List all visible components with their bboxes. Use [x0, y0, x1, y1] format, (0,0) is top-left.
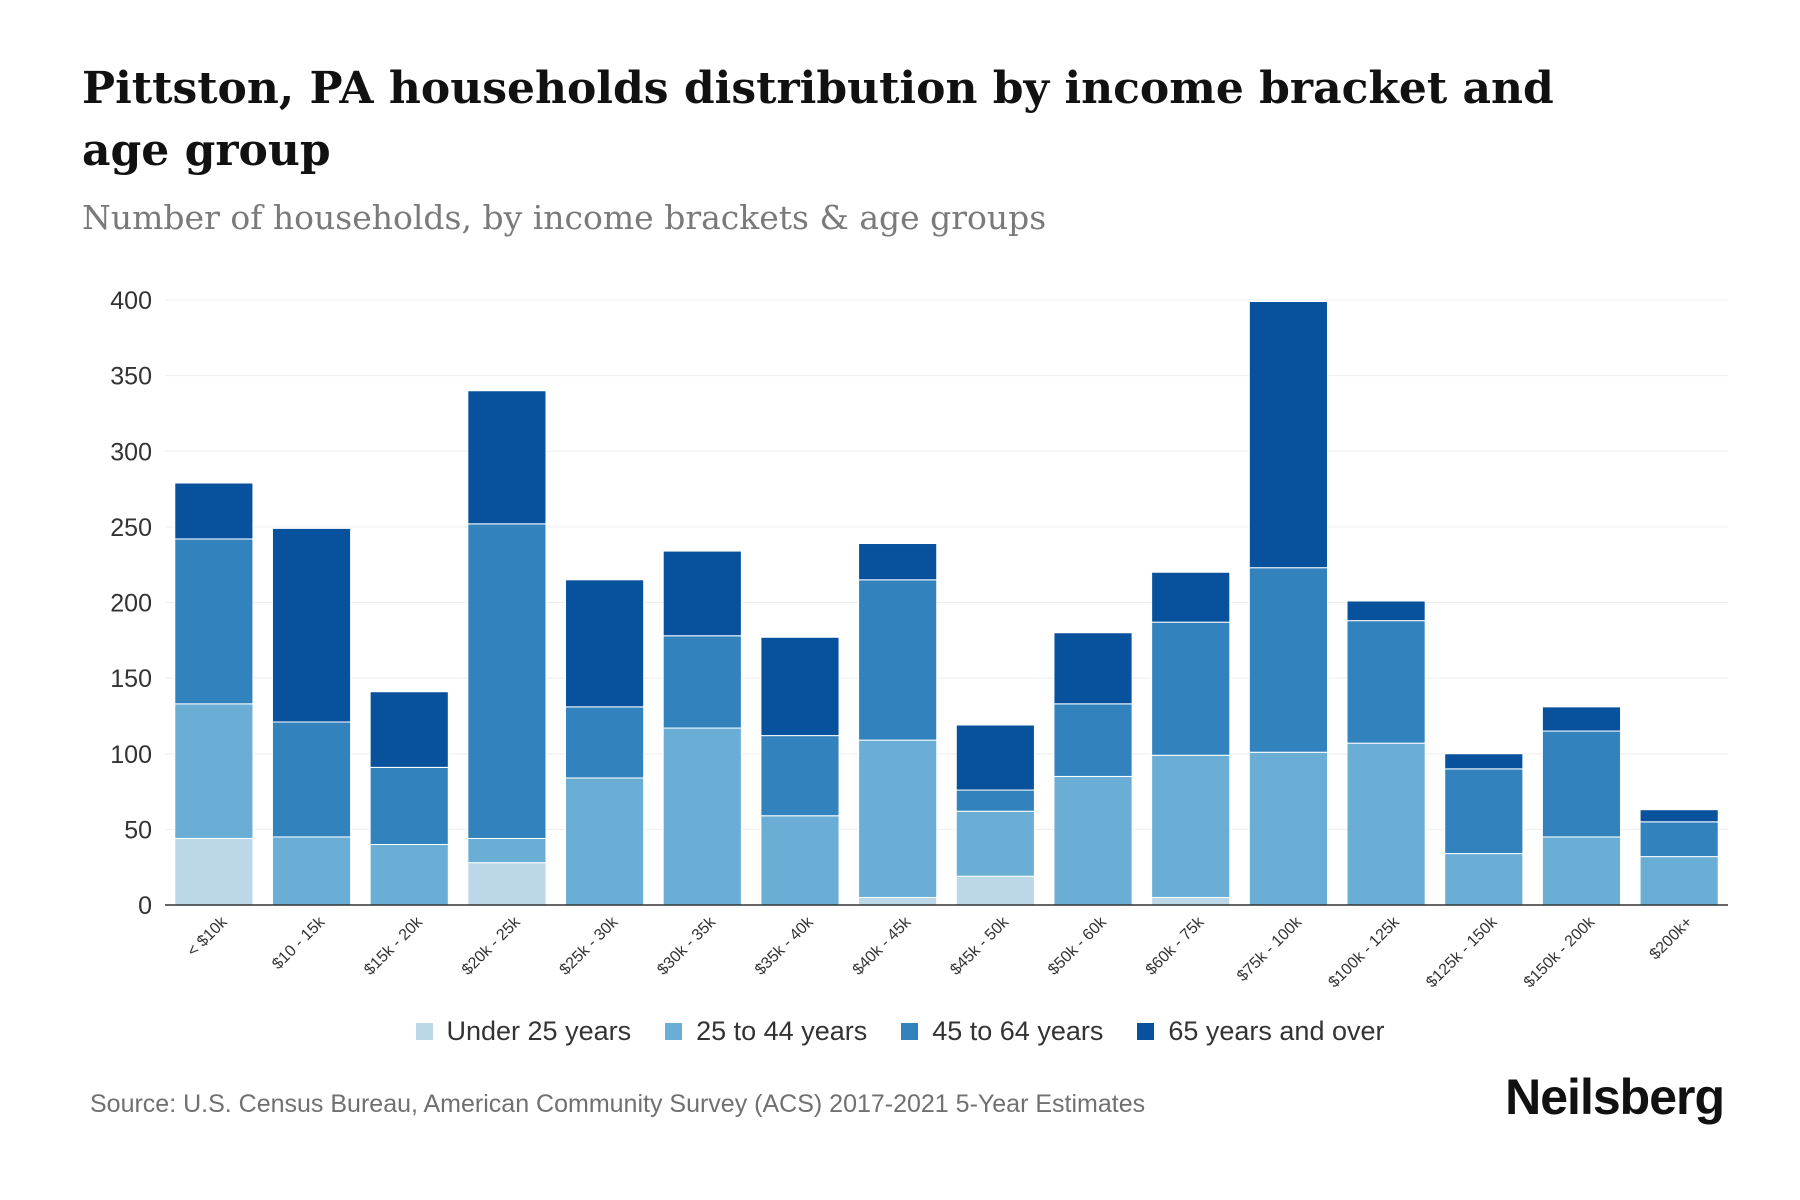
y-tick-label-350: 350 — [110, 363, 152, 391]
legend-swatch-25-44 — [665, 1023, 683, 1040]
bar-segment-45-64-8 — [955, 789, 1035, 812]
bar-segment-45-64-13 — [1444, 768, 1524, 855]
bar-segment-under-25-3 — [467, 862, 547, 906]
bar-segment-65-over-3 — [467, 390, 547, 525]
x-tick-label-5: $30k - 35k — [654, 913, 720, 979]
y-tick-label-300: 300 — [110, 438, 152, 466]
bar-segment-65-over-13 — [1444, 753, 1524, 770]
legend-item-45-64: 45 to 64 years — [901, 1016, 1103, 1047]
bar-segment-45-64-12 — [1346, 620, 1426, 744]
x-tick-label-8: $45k - 50k — [947, 913, 1013, 979]
y-tick-label-200: 200 — [110, 590, 152, 618]
y-tick-label-150: 150 — [110, 665, 152, 693]
bar-segment-45-64-3 — [467, 523, 547, 839]
legend-swatch-45-64 — [901, 1023, 919, 1040]
legend-item-65-over: 65 years and over — [1137, 1016, 1385, 1047]
y-tick-label-400: 400 — [110, 287, 152, 315]
bar-segment-under-25-7 — [858, 896, 938, 906]
x-tick-label-11: $75k - 100k — [1234, 913, 1306, 985]
x-tick-label-7: $40k - 45k — [850, 913, 916, 979]
bar-segment-25-44-13 — [1444, 853, 1524, 906]
bar-segment-25-44-0 — [174, 703, 254, 839]
legend-label-45-64: 45 to 64 years — [932, 1016, 1104, 1046]
bars — [174, 301, 1719, 906]
bar-segment-45-64-14 — [1541, 730, 1622, 838]
legend-label-25-44: 25 to 44 years — [696, 1016, 868, 1046]
source-note: Source: U.S. Census Bureau, American Com… — [90, 1090, 1146, 1118]
bar-segment-25-44-12 — [1346, 742, 1426, 906]
bar-segment-65-over-15 — [1639, 809, 1719, 823]
bar-segment-45-64-10 — [1151, 621, 1231, 756]
x-tick-label-9: $50k - 60k — [1045, 913, 1111, 979]
bar-segment-65-over-4 — [565, 579, 645, 708]
bar-segment-65-over-14 — [1541, 706, 1622, 732]
y-tick-label-250: 250 — [110, 514, 152, 542]
x-tick-label-14: $150k - 200k — [1521, 913, 1599, 991]
bar-segment-25-44-8 — [955, 810, 1035, 877]
bar-segment-45-64-4 — [565, 706, 645, 779]
x-axis-ticks: < $10k $10 - 15k $15k - 20k $20k - 25k $25k … — [184, 913, 1696, 991]
bar-segment-25-44-4 — [565, 777, 645, 906]
x-tick-label-6: $35k - 40k — [752, 913, 818, 979]
bar-segment-45-64-5 — [662, 635, 742, 729]
legend-item-under-25: Under 25 years — [415, 1016, 632, 1047]
bar-segment-25-44-2 — [369, 844, 449, 906]
bar-segment-25-44-15 — [1639, 856, 1719, 906]
bar-segment-65-over-6 — [760, 636, 840, 737]
bar-segment-65-over-8 — [955, 724, 1035, 791]
bar-segment-65-over-1 — [271, 527, 352, 723]
bar-segment-45-64-15 — [1639, 821, 1719, 858]
bar-segment-25-44-5 — [662, 727, 742, 906]
bar-segment-25-44-3 — [467, 837, 547, 864]
bar-segment-65-over-0 — [174, 482, 254, 540]
bar-segment-25-44-11 — [1248, 751, 1328, 906]
x-tick-label-15: $200k+ — [1647, 914, 1696, 963]
bar-segment-25-44-9 — [1053, 775, 1133, 906]
bar-segment-45-64-9 — [1053, 703, 1133, 777]
legend-swatch-65-over — [1137, 1023, 1155, 1040]
legend: Under 25 years 25 to 44 years 45 to 64 y… — [0, 1016, 1800, 1047]
legend-item-25-44: 25 to 44 years — [665, 1016, 867, 1047]
y-tick-label-100: 100 — [110, 741, 152, 769]
bar-segment-45-64-11 — [1248, 567, 1328, 753]
bar-segment-65-over-10 — [1151, 571, 1231, 623]
bar-segment-65-over-11 — [1248, 301, 1328, 569]
y-tick-label-0: 0 — [138, 892, 152, 920]
bar-segment-45-64-6 — [760, 735, 840, 817]
bar-segment-under-25-0 — [174, 837, 254, 906]
chart-title: Pittston, PA households distribution by … — [82, 63, 1554, 176]
x-tick-label-2: $15k - 20k — [361, 913, 427, 979]
bar-segment-45-64-7 — [858, 579, 938, 741]
bar-segment-45-64-2 — [369, 766, 449, 845]
stacked-bar-chart: 0 50 100 150 200 250 300 350 400 < $10k $10 - 15k… — [110, 287, 1728, 991]
bar-segment-65-over-2 — [369, 691, 449, 768]
legend-label-under-25: Under 25 years — [446, 1016, 632, 1046]
y-axis-ticks: 0 50 100 150 200 250 300 350 400 — [110, 287, 152, 920]
bar-segment-45-64-0 — [174, 538, 254, 705]
bar-segment-25-44-10 — [1151, 754, 1231, 898]
bar-segment-65-over-7 — [858, 543, 938, 581]
y-tick-label-50: 50 — [124, 816, 152, 844]
bar-segment-25-44-6 — [760, 815, 840, 906]
chart-subtitle: Number of households, by income brackets… — [82, 198, 1047, 237]
x-tick-label-13: $125k - 150k — [1423, 913, 1501, 991]
x-tick-label-10: $60k - 75k — [1143, 913, 1209, 979]
brand-logo: Neilsberg — [1505, 1069, 1725, 1125]
x-tick-label-3: $20k - 25k — [459, 913, 525, 979]
bar-segment-25-44-1 — [271, 836, 352, 906]
legend-swatch-under-25 — [415, 1023, 433, 1040]
x-tick-label-12: $100k - 125k — [1325, 913, 1403, 991]
bar-segment-65-over-5 — [662, 550, 742, 637]
x-tick-label-1: $10 - 15k — [269, 913, 329, 973]
bar-segment-under-25-8 — [955, 875, 1035, 906]
bar-segment-45-64-1 — [271, 721, 352, 838]
bar-segment-25-44-14 — [1541, 836, 1622, 906]
bar-segment-65-over-12 — [1346, 600, 1426, 622]
x-tick-label-4: $25k - 30k — [557, 913, 623, 979]
bar-segment-under-25-10 — [1151, 896, 1231, 906]
bar-segment-65-over-9 — [1053, 632, 1133, 705]
bar-segment-25-44-7 — [858, 739, 938, 898]
legend-label-65-over: 65 years and over — [1168, 1016, 1385, 1046]
x-tick-label-0: < $10k — [184, 913, 231, 960]
